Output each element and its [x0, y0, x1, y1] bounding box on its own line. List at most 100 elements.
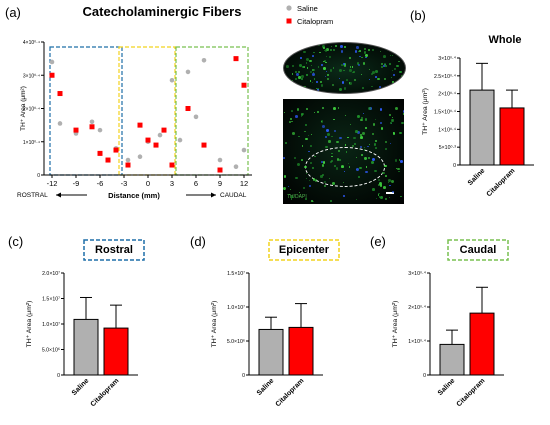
micrograph-fiber-dot	[394, 68, 396, 70]
scatter-y-tick-label: 0	[37, 173, 40, 179]
scatter-point-citalopram	[97, 150, 103, 156]
micrograph-fiber-dot	[391, 80, 395, 84]
micrograph-fiber-dot	[348, 81, 352, 85]
bar-y-axis-title: TH⁺ Area (μm²)	[26, 301, 33, 348]
bar-y-tick-label: 3×10⁰·⁴	[438, 56, 456, 62]
bar-y-tick-label: 1.0×10⁷	[227, 305, 245, 311]
scatter-point-citalopram	[105, 157, 111, 163]
micrograph-fiber-dot	[379, 196, 383, 199]
micrograph-fiber-dot	[365, 57, 367, 59]
micrograph-fiber-dot	[385, 148, 387, 150]
micrograph-fiber-dot	[364, 53, 368, 57]
scatter-point-saline	[125, 157, 131, 163]
micrograph-fiber-dot	[374, 118, 376, 120]
scatter-title: Catecholaminergic Fibers	[83, 4, 242, 19]
micrograph-fiber-dot	[329, 68, 333, 72]
micrograph-fiber-dot	[355, 129, 359, 133]
micrograph-fiber-dot	[343, 62, 346, 65]
micrograph-fiber-dot	[330, 200, 333, 203]
micrograph-fiber-dot	[336, 140, 340, 144]
micrograph-fiber-dot	[364, 157, 367, 160]
scatter-point-citalopram	[201, 142, 207, 148]
bar-title-box	[83, 239, 145, 261]
scatter-point-saline	[217, 157, 223, 163]
micrograph-fiber-dot	[291, 72, 294, 75]
scatter-x-tick-label: 0	[146, 179, 150, 188]
micrograph-fiber-dot	[333, 118, 335, 120]
micrograph-fiber-dot	[292, 52, 294, 55]
bar-y-tick-label: 1×10⁰·⁴	[408, 339, 426, 345]
micrograph-fiber-dot	[382, 65, 385, 68]
micrograph-fiber-dot	[310, 144, 313, 147]
bar-chart-title: Rostral	[95, 244, 133, 256]
scatter-x-axis-title: Distance (mm)	[108, 191, 160, 200]
micrograph-fiber-dot	[301, 88, 303, 90]
scatter-point-saline	[201, 57, 207, 63]
micrograph-fiber-dot	[321, 164, 324, 167]
micrograph-fiber-dot	[312, 167, 314, 169]
micrograph-fiber-dot	[284, 58, 286, 61]
micrograph-fiber-dot	[290, 79, 293, 82]
micrograph-fiber-dot	[322, 161, 326, 165]
micrograph-fiber-dot	[364, 118, 368, 121]
micrograph-fiber-dot	[353, 136, 356, 139]
micrograph-fiber-dot	[346, 151, 348, 153]
micrograph-fiber-dot	[362, 132, 365, 135]
panel-letter-d: (d)	[190, 234, 206, 249]
micrograph-fiber-dot	[294, 50, 297, 53]
micrograph-fiber-dot	[285, 65, 289, 69]
micrograph-fiber-dot	[292, 65, 294, 67]
micrograph-fiber-dot	[309, 60, 312, 63]
bar-y-tick-label: 1.5×10⁷	[227, 271, 245, 277]
scatter-x-tick-label: 6	[194, 179, 198, 188]
micrograph-fiber-dot	[357, 50, 360, 53]
scatter-point-saline	[193, 114, 199, 120]
micrograph-fiber-dot	[343, 170, 345, 173]
scatter-y-tick-label: 4×10⁰·⁴	[23, 40, 40, 46]
micrograph-fiber-dot	[326, 74, 330, 77]
micrograph-fiber-dot	[383, 63, 386, 66]
scatter-point-citalopram	[57, 91, 63, 97]
micrograph-fiber-dot	[371, 161, 375, 164]
micrograph-fiber-dot	[329, 56, 332, 59]
micrograph-fiber-dot	[310, 200, 313, 203]
scatter-point-saline	[169, 77, 175, 83]
bar-chart-title: Caudal	[460, 244, 497, 256]
micrograph-fiber-dot	[285, 141, 288, 144]
micrograph-fiber-dot	[378, 192, 380, 195]
micrograph-fiber-dot	[372, 133, 375, 136]
micrograph-fiber-dot	[397, 168, 400, 171]
micrograph-fiber-dot	[336, 158, 340, 162]
micrograph-fiber-dot	[348, 57, 351, 59]
legend-label-citalopram: Citalopram	[297, 17, 333, 26]
micrograph-fiber-dot	[291, 132, 295, 136]
micrograph-fiber-dot	[363, 148, 366, 151]
bar-saline	[439, 343, 465, 376]
bar-saline	[258, 328, 284, 376]
scatter-plot: 0 1×10⁰·⁴ 2×10⁰·⁴ 3×10⁰·⁴ 4×10⁰·⁴ -12 -9 -6 -3 0 3…	[20, 40, 252, 200]
micrograph-fiber-dot	[356, 156, 358, 158]
micrograph-fiber-dot	[314, 179, 318, 183]
micrograph-fiber-dot	[305, 137, 308, 141]
micrograph-fiber-dot	[333, 129, 337, 133]
micrograph-fiber-dot	[379, 85, 382, 88]
micrograph-fiber-dot	[358, 63, 361, 66]
micrograph-fiber-dot	[361, 153, 363, 156]
bar-y-tick-label: 0	[453, 163, 456, 169]
micrograph-section: TH/DAPI	[283, 99, 404, 204]
micrograph-fiber-dot	[313, 178, 316, 181]
scatter-y-tick-label: 2×10⁰·⁴	[23, 107, 40, 113]
micrograph-fiber-dot	[363, 47, 366, 50]
bar-category-label: Saline	[256, 377, 276, 397]
micrograph-fiber-dot	[380, 121, 383, 125]
micrograph-fiber-dot	[356, 198, 358, 201]
micrograph-fiber-dot	[355, 46, 359, 49]
micrograph-fiber-dot	[304, 131, 306, 133]
micrograph-fiber-dot	[339, 136, 342, 140]
micrograph-fiber-dot	[303, 85, 306, 89]
micrograph-fiber-dot	[320, 84, 324, 87]
micrograph-fiber-dot	[293, 84, 296, 87]
micrograph-fiber-dot	[385, 175, 387, 178]
micrograph-fiber-dot	[310, 70, 313, 74]
